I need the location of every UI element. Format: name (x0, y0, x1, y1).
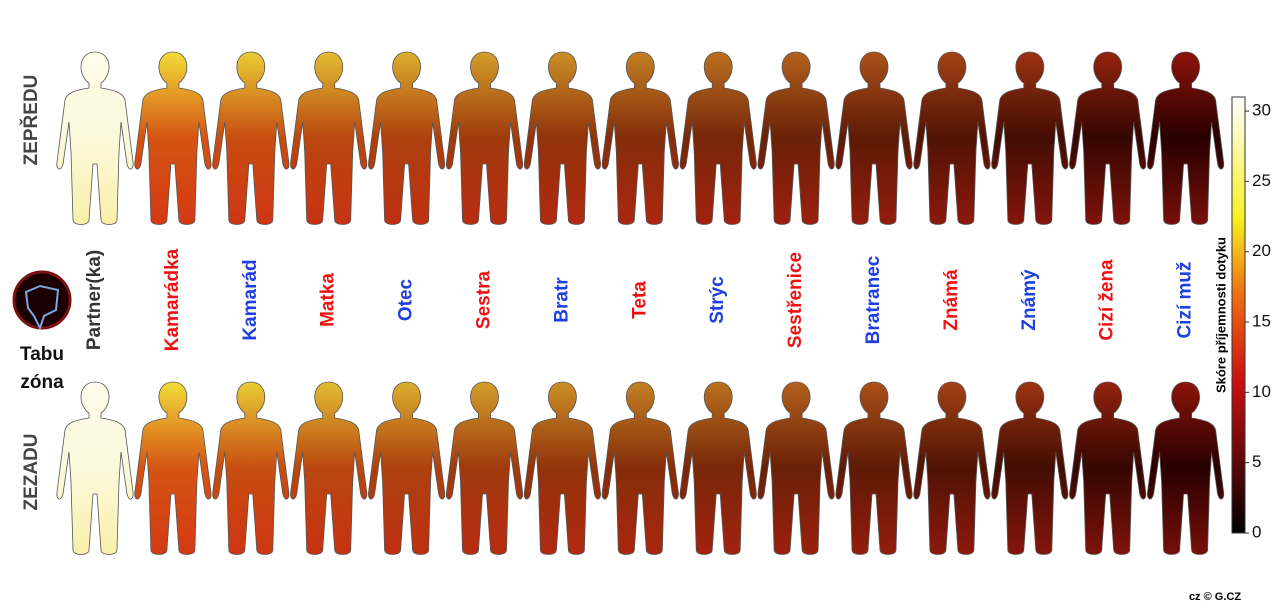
body-front (757, 51, 835, 225)
colorbar-label: Skóre příjemnosti dotyku (1213, 237, 1228, 393)
body-front (523, 51, 602, 225)
taboo-label: zóna (20, 372, 64, 393)
body-back (56, 381, 134, 555)
body-back (601, 381, 679, 555)
body-front (1146, 51, 1225, 225)
body-front (134, 51, 212, 225)
body-front (212, 51, 290, 225)
body-back (913, 381, 991, 555)
body-front (290, 51, 368, 225)
body-back (367, 381, 446, 555)
body-back (991, 381, 1069, 555)
person-label: Strýc (707, 276, 728, 324)
body-front (1069, 51, 1147, 225)
colorbar-tick-label: 10 (1252, 382, 1271, 401)
body-front (445, 51, 524, 225)
person-label: Bratr (551, 277, 572, 323)
person-label: Sestra (474, 271, 495, 330)
person-label: Otec (396, 278, 417, 321)
credit: cz © G.CZ (1189, 591, 1241, 603)
person-label: Cizí žena (1097, 259, 1118, 341)
taboo-outline (24, 284, 60, 331)
colorbar-tick-label: 30 (1252, 101, 1271, 120)
colorbar-tick-label: 20 (1252, 241, 1271, 260)
person-label: Teta (629, 281, 650, 319)
body-front (56, 51, 134, 225)
person-label: Bratranec (863, 255, 884, 344)
taboo-label: Tabu (20, 344, 64, 365)
row-label: ZEPŘEDU (20, 75, 42, 166)
colorbar-tick-label: 5 (1252, 452, 1261, 471)
body-front (835, 51, 913, 225)
person-label: Známý (1019, 269, 1040, 331)
taboo-icon (12, 270, 72, 330)
body-back (212, 381, 290, 555)
body-back (835, 381, 913, 555)
body-back (290, 381, 368, 555)
body-back (523, 381, 602, 555)
person-label: Kamarád (240, 259, 261, 340)
colorbar-tick-label: 15 (1252, 312, 1271, 331)
body-front (601, 51, 679, 225)
person-label: Matka (318, 273, 339, 327)
body-back (1069, 381, 1147, 555)
body-back (679, 381, 757, 555)
body-front (991, 51, 1069, 225)
body-front (367, 51, 446, 225)
colorbar-tick-label: 0 (1252, 522, 1261, 541)
colorbar-tick-label: 25 (1252, 171, 1271, 190)
person-label: Sestřenice (785, 252, 806, 348)
person-label: Cizí muž (1175, 261, 1196, 338)
person-label: Partner(ka) (84, 250, 105, 350)
body-back (134, 381, 212, 555)
body-front (679, 51, 757, 225)
row-label: ZEZADU (21, 433, 42, 510)
body-back (1146, 381, 1225, 555)
body-back (757, 381, 835, 555)
body-front (913, 51, 991, 225)
person-label: Známá (941, 269, 962, 331)
colorbar (1231, 96, 1246, 534)
person-label: Kamarádka (162, 248, 183, 351)
body-back (445, 381, 524, 555)
